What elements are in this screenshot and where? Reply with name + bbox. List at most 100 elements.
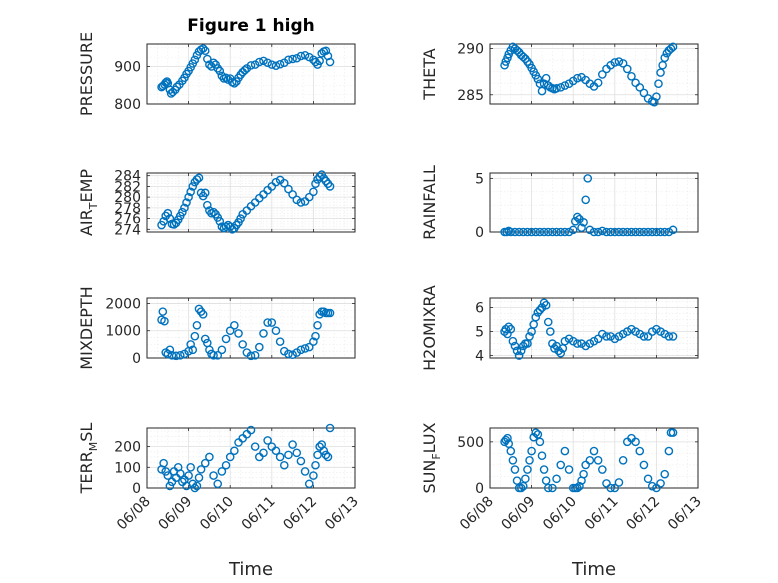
data-point (190, 55, 200, 65)
data-point (209, 471, 218, 480)
data-point (548, 483, 557, 493)
y-tick-label: 282 (114, 179, 141, 195)
y-axis-label: SUNFLUX (420, 422, 443, 493)
data-point (172, 82, 182, 92)
data-point (309, 471, 318, 480)
data-point (556, 227, 566, 237)
y-axis-label: THETA (420, 48, 439, 100)
data-point (643, 227, 653, 237)
data-point (537, 303, 547, 312)
data-point (606, 332, 615, 341)
data-point (284, 184, 293, 194)
y-tick-label: 1000 (105, 324, 141, 340)
data-point (296, 456, 306, 466)
y-tick-label: 100 (114, 460, 141, 476)
data-point (284, 349, 293, 359)
data-point (190, 331, 200, 341)
data-point (560, 446, 570, 456)
axes-box (146, 297, 356, 359)
data-point (311, 179, 320, 189)
data-point (510, 465, 520, 474)
data-point (598, 226, 607, 236)
data-point (647, 327, 657, 336)
data-point (506, 446, 516, 456)
y-tick-label: 6 (475, 301, 484, 317)
data-point (660, 329, 670, 339)
data-point (161, 467, 171, 476)
data-point (240, 65, 250, 75)
data-point (535, 305, 545, 315)
subplot-sun_flux: 0 500 06/08 06/09 06/10 06/11 06/12 06/13 SUNFLU… (420, 422, 705, 533)
data-point (606, 227, 615, 237)
data-point (175, 469, 185, 478)
x-tick-label: 06/13 (322, 494, 362, 534)
y-tick-label: 278 (114, 201, 141, 217)
data-point (184, 471, 193, 480)
data-point (230, 446, 239, 456)
data-point (250, 350, 260, 360)
data-point (652, 92, 661, 101)
data-point (263, 58, 272, 68)
data-point (564, 465, 574, 474)
data-point (263, 436, 272, 445)
data-point (606, 483, 615, 493)
data-point (554, 346, 563, 356)
subplot-pressure: 800 900 PRESSURE (77, 32, 356, 116)
data-point (589, 446, 599, 456)
data-point (192, 320, 202, 330)
series-markers (500, 298, 678, 360)
data-point (182, 198, 191, 207)
data-point (639, 460, 649, 470)
data-point (556, 348, 566, 358)
data-point (610, 483, 620, 493)
x-tick-label: 06/08 (457, 494, 497, 534)
data-point (315, 56, 324, 66)
data-point (284, 55, 293, 65)
data-point (543, 227, 553, 237)
data-point (304, 342, 314, 352)
data-point (504, 322, 514, 332)
data-point (660, 53, 670, 63)
data-point (585, 456, 595, 465)
data-point (635, 83, 645, 92)
x-axis-label-right: Time (571, 559, 616, 580)
data-point (668, 42, 678, 52)
data-point (639, 332, 649, 341)
data-point (321, 450, 331, 460)
data-point (581, 195, 590, 205)
data-point (209, 207, 218, 217)
data-point (541, 300, 551, 310)
data-point (167, 350, 177, 360)
data-point (325, 182, 335, 191)
y-tick-label: 274 (114, 222, 141, 238)
axes-box (489, 43, 699, 105)
data-point (533, 308, 543, 317)
data-point (225, 452, 235, 462)
data-point (518, 341, 528, 351)
data-point (165, 345, 175, 355)
data-point (234, 329, 243, 338)
data-point (190, 483, 200, 493)
data-point (259, 448, 268, 458)
data-point (585, 339, 595, 348)
y-tick-label: 285 (457, 88, 484, 104)
data-point (652, 324, 661, 334)
data-point (288, 190, 297, 199)
data-point (205, 452, 214, 462)
data-point (246, 351, 256, 361)
data-point (165, 214, 175, 223)
y-axis-label: RAINFALL (420, 165, 439, 240)
data-point (614, 227, 624, 237)
x-axis-label-left: Time (228, 559, 273, 580)
data-point (525, 456, 534, 465)
data-point (668, 332, 678, 341)
data-point (319, 307, 329, 316)
data-point (203, 200, 212, 210)
data-point (194, 173, 204, 183)
data-point (593, 334, 603, 344)
data-point (660, 227, 670, 237)
data-point (309, 55, 318, 65)
x-tick-label: 06/13 (665, 494, 705, 534)
data-point (610, 58, 620, 67)
data-point (313, 450, 322, 460)
